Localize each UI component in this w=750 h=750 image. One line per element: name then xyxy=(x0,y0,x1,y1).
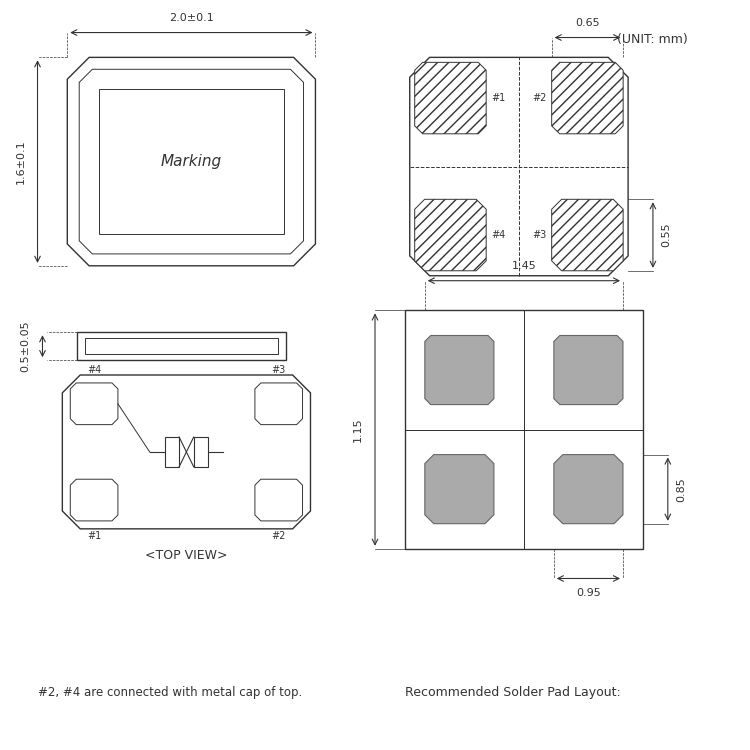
Text: 0.95: 0.95 xyxy=(576,589,601,598)
Text: 0.5±0.05: 0.5±0.05 xyxy=(20,320,31,372)
Text: #2, #4 are connected with metal cap of top.: #2, #4 are connected with metal cap of t… xyxy=(38,686,302,699)
Text: #4: #4 xyxy=(491,230,506,240)
Polygon shape xyxy=(552,200,623,271)
Text: 0.85: 0.85 xyxy=(676,477,686,502)
Text: 0.55: 0.55 xyxy=(661,223,670,248)
Polygon shape xyxy=(415,62,486,134)
Text: #1: #1 xyxy=(87,531,101,541)
Bar xyxy=(405,310,643,549)
Text: #4: #4 xyxy=(87,365,101,375)
Text: Marking: Marking xyxy=(160,154,222,169)
Bar xyxy=(194,437,208,466)
Text: 2.0±0.1: 2.0±0.1 xyxy=(169,13,214,22)
Text: Recommended Solder Pad Layout:: Recommended Solder Pad Layout: xyxy=(405,686,620,699)
Bar xyxy=(99,89,284,234)
Polygon shape xyxy=(424,454,494,524)
Text: 1.15: 1.15 xyxy=(353,417,363,442)
Text: #3: #3 xyxy=(272,365,286,375)
Polygon shape xyxy=(554,335,623,404)
Bar xyxy=(524,310,643,430)
Text: (UNIT: mm): (UNIT: mm) xyxy=(617,32,688,46)
Bar xyxy=(77,332,286,360)
Polygon shape xyxy=(70,479,118,521)
Text: 1.6±0.1: 1.6±0.1 xyxy=(16,140,26,184)
Polygon shape xyxy=(415,200,486,271)
Text: 0.65: 0.65 xyxy=(575,17,600,28)
Bar xyxy=(524,430,643,549)
Polygon shape xyxy=(552,62,623,134)
Text: 1.45: 1.45 xyxy=(512,261,536,271)
Text: #2: #2 xyxy=(532,93,547,103)
Bar xyxy=(86,338,278,354)
Bar xyxy=(164,437,179,466)
Bar xyxy=(405,430,524,549)
Bar xyxy=(405,310,524,430)
Polygon shape xyxy=(255,479,302,521)
Text: #3: #3 xyxy=(532,230,547,240)
Polygon shape xyxy=(554,454,623,524)
Polygon shape xyxy=(424,335,494,404)
Text: #2: #2 xyxy=(272,531,286,541)
Text: <TOP VIEW>: <TOP VIEW> xyxy=(146,549,228,562)
Polygon shape xyxy=(255,383,302,424)
Text: #1: #1 xyxy=(491,93,506,103)
Polygon shape xyxy=(70,383,118,424)
